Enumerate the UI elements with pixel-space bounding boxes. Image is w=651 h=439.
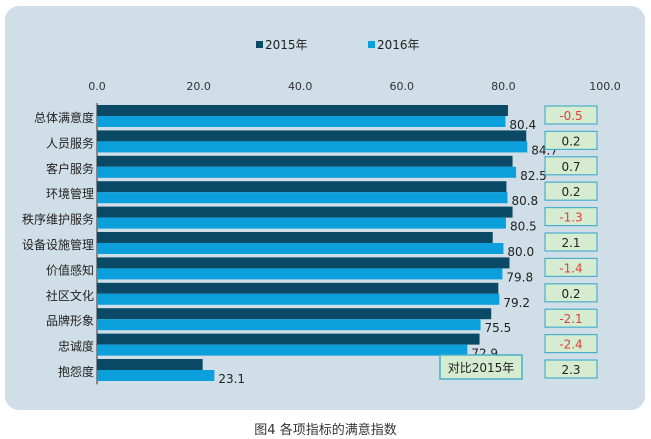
bar-2015	[97, 359, 203, 370]
category-label: 人员服务	[46, 135, 94, 150]
category-label: 总体满意度	[34, 110, 94, 125]
diff-value: 0.2	[561, 185, 580, 199]
legend-label: 2016年	[377, 38, 420, 52]
diff-box	[544, 232, 598, 252]
diff-value: -2.4	[559, 338, 582, 352]
diff-value: 0.2	[561, 287, 580, 301]
bar-2015	[97, 308, 492, 320]
diff-title-box	[439, 354, 523, 380]
diff-value: -1.3	[559, 211, 582, 225]
diff-value: 2.3	[561, 363, 580, 377]
bar-2016	[97, 319, 481, 331]
diff-value: -0.5	[559, 109, 582, 123]
diff-box	[544, 207, 598, 227]
diff-value: -1.4	[559, 261, 582, 275]
x-tick-label: 60.0	[390, 80, 415, 93]
diff-box	[544, 308, 598, 328]
bar-2016	[97, 116, 506, 127]
diff-box	[544, 334, 598, 354]
x-tick-label: 40.0	[288, 80, 313, 93]
bar-2015	[97, 105, 508, 116]
value-label: 80.8	[511, 194, 538, 208]
bar-2016	[97, 192, 508, 204]
diff-box	[544, 257, 598, 277]
x-tick-label: 20.0	[186, 80, 211, 93]
diff-box	[544, 105, 598, 125]
value-label: 82.5	[520, 169, 547, 183]
diff-box	[544, 283, 598, 303]
diff-value: 2.1	[561, 236, 580, 250]
legend-label: 2015年	[265, 38, 308, 52]
bar-2016	[97, 141, 528, 153]
category-label: 设备设施管理	[22, 237, 94, 252]
x-tick-label: 100.0	[589, 80, 621, 93]
category-label: 忠诚度	[58, 339, 94, 354]
bar-2016	[97, 166, 517, 178]
value-label: 80.5	[510, 220, 537, 234]
legend-swatch-2016年	[368, 41, 375, 48]
bar-2015	[97, 282, 499, 294]
diff-value: 0.7	[561, 160, 580, 174]
diff-value: 0.2	[561, 134, 580, 148]
value-label: 80.0	[507, 245, 534, 259]
category-label: 品牌形象	[46, 314, 94, 328]
bar-2016	[97, 370, 215, 381]
bar-2015	[97, 130, 527, 142]
value-label: 75.5	[485, 321, 512, 335]
category-label: 秩序维护服务	[22, 212, 94, 227]
diff-title: 对比2015年	[448, 361, 515, 375]
bar-2016	[97, 243, 504, 254]
value-label: 80.4	[509, 118, 536, 132]
bar-2015	[97, 333, 480, 345]
category-label: 抱怨度	[58, 364, 94, 379]
bar-2016	[97, 344, 468, 356]
bar-2015	[97, 181, 507, 193]
bar-2015	[97, 257, 510, 269]
bar-2016	[97, 217, 506, 229]
bar-2016	[97, 268, 503, 280]
bar-2015	[97, 206, 513, 218]
bar-2016	[97, 293, 500, 305]
category-label: 社区文化	[46, 288, 94, 303]
legend-swatch-2015年	[256, 41, 263, 48]
value-label: 79.8	[506, 270, 533, 284]
figure-caption: 图4 各项指标的满意指数	[254, 423, 397, 438]
value-label: 23.1	[218, 372, 245, 386]
category-label: 客户服务	[46, 161, 94, 176]
diff-box	[544, 156, 598, 176]
bar-2015	[97, 232, 493, 243]
diff-box	[544, 130, 598, 150]
x-tick-label: 0.0	[88, 80, 106, 93]
category-label: 环境管理	[46, 186, 94, 201]
value-label: 79.2	[503, 296, 530, 310]
diff-box	[544, 181, 598, 201]
bar-2015	[97, 155, 513, 167]
category-label: 价值感知	[46, 262, 94, 277]
diff-box	[544, 359, 598, 379]
diff-value: -2.1	[559, 312, 582, 326]
x-tick-label: 80.0	[491, 80, 516, 93]
